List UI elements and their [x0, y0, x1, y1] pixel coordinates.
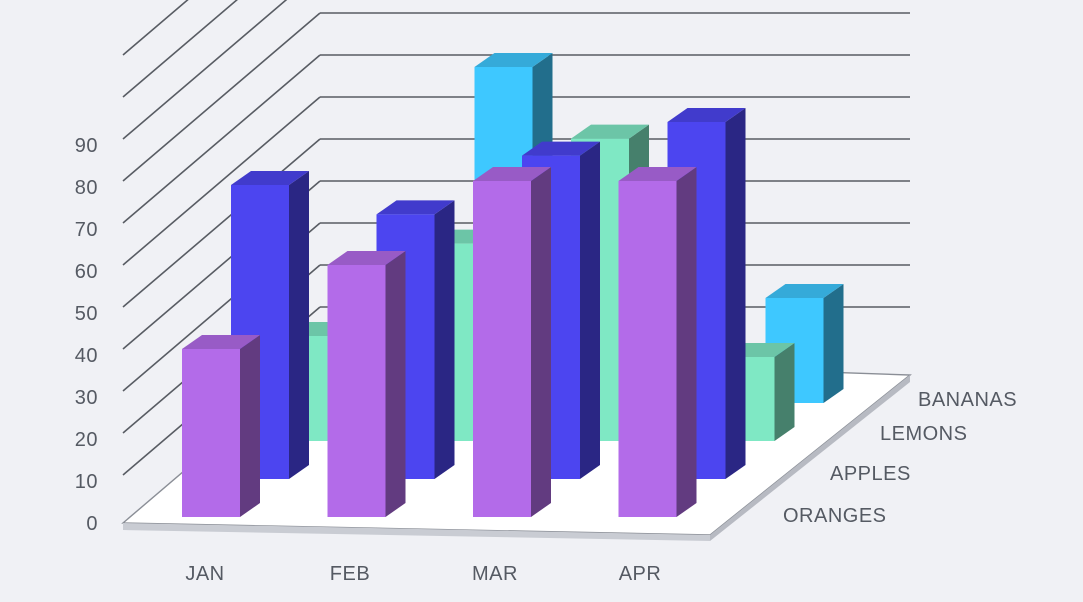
bar-top — [473, 167, 551, 181]
bar-side — [676, 167, 697, 517]
bar-side — [531, 167, 551, 517]
grid-line-diagonal — [122, 96, 321, 266]
bar-top — [474, 53, 553, 67]
y-tick-label: 80 — [75, 177, 98, 199]
grid-line-diagonal — [122, 138, 321, 308]
x-tick-label: APR — [619, 563, 662, 585]
y-tick-label: 10 — [75, 471, 98, 493]
y-tick-label: 20 — [75, 429, 98, 451]
floor-side-edge — [710, 375, 910, 541]
bar-top — [522, 141, 600, 156]
bar-front — [618, 181, 677, 517]
bar-top — [571, 124, 649, 139]
floor-front-edge — [123, 523, 710, 541]
series-label: BANANAS — [918, 389, 1017, 411]
grid-line-diagonal — [122, 12, 321, 182]
bar-top — [182, 335, 260, 349]
series-label: LEMONS — [880, 423, 967, 445]
labels: 0 10 20 30 40 50 60 70 80 90 JAN FEB MAR APR ORANGES AP… — [75, 135, 1017, 585]
grid-line-diagonal — [122, 0, 288, 140]
bar-top — [376, 200, 455, 215]
bar-side — [240, 335, 260, 517]
bar-front — [182, 349, 240, 517]
bar-oranges-jan — [182, 335, 260, 517]
bar-front — [473, 181, 531, 517]
grid-line-diagonal — [122, 54, 321, 224]
grid-line-diagonal — [122, 0, 189, 56]
bar-top — [765, 284, 844, 298]
bar-top — [618, 167, 697, 181]
bar-top — [667, 108, 746, 122]
bar-oranges-apr — [618, 167, 697, 517]
bar-front — [327, 265, 386, 517]
y-tick-label: 40 — [75, 345, 98, 367]
bar-side — [434, 200, 455, 479]
y-tick-label: 50 — [75, 303, 98, 325]
series-label: ORANGES — [783, 505, 887, 527]
bar-side — [725, 108, 746, 479]
bar-oranges-mar — [473, 167, 551, 517]
x-tick-label: MAR — [472, 563, 518, 585]
x-tick-label: JAN — [185, 563, 224, 585]
y-tick-label: 30 — [75, 387, 98, 409]
bar-side — [289, 171, 309, 479]
bar-side — [580, 141, 600, 479]
bar-oranges-feb — [327, 251, 406, 517]
bar-side — [385, 251, 406, 517]
grid-line-diagonal — [122, 0, 238, 98]
bars — [182, 53, 844, 517]
x-tick-label: FEB — [330, 563, 370, 585]
series-label: APPLES — [830, 463, 911, 485]
y-tick-label: 0 — [86, 513, 98, 535]
bar-side — [774, 343, 795, 441]
bar-top — [327, 251, 406, 265]
bar-side — [823, 284, 844, 403]
y-tick-label: 70 — [75, 219, 98, 241]
bar-top — [231, 171, 309, 185]
y-tick-label: 60 — [75, 261, 98, 283]
y-tick-label: 90 — [75, 135, 98, 157]
